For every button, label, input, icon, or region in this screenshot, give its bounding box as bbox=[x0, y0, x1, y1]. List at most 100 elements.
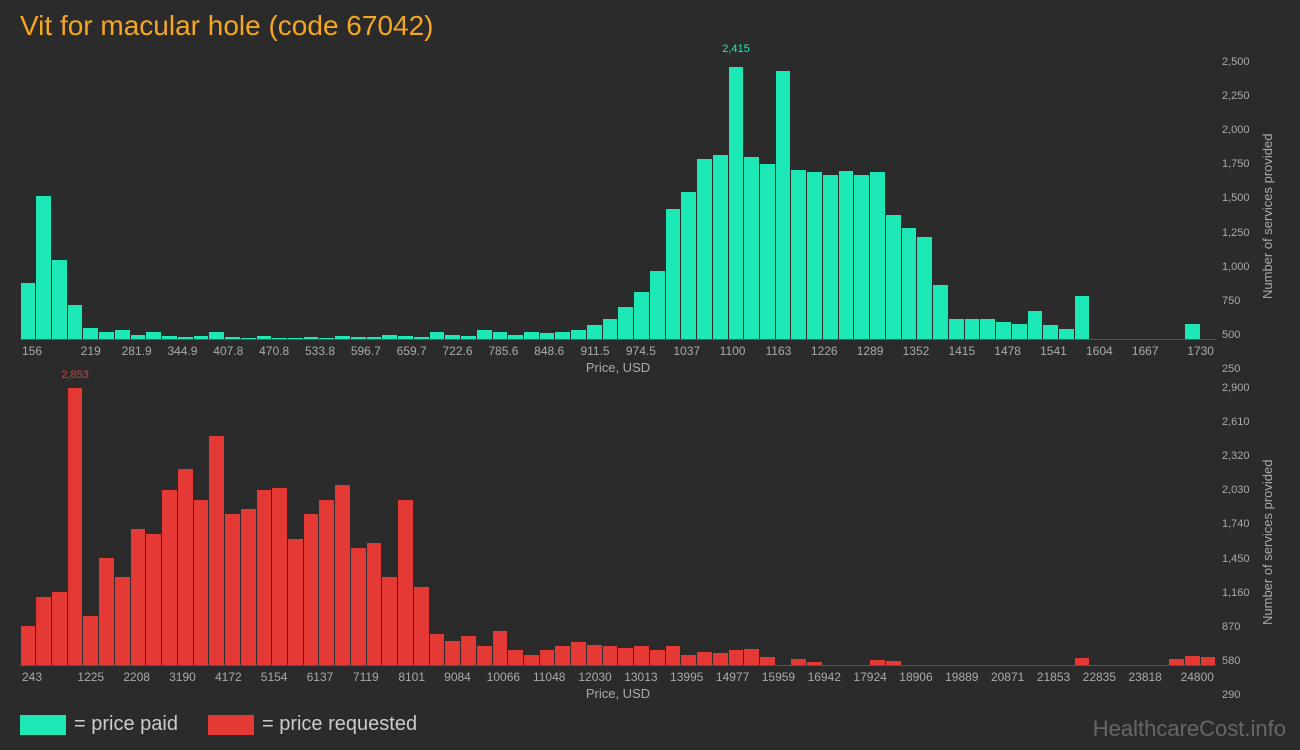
bar bbox=[729, 67, 744, 339]
tick-label: 2,030 bbox=[1222, 485, 1260, 496]
bar bbox=[1185, 324, 1200, 339]
tick-label: 2,250 bbox=[1222, 91, 1260, 102]
tick-label: 2208 bbox=[114, 670, 160, 684]
chart-paid-ylabel: Number of services provided bbox=[1260, 57, 1280, 375]
bar bbox=[870, 172, 885, 339]
tick-label: 20871 bbox=[985, 670, 1031, 684]
tick-label: 3190 bbox=[160, 670, 206, 684]
bar bbox=[1075, 658, 1090, 665]
bar bbox=[304, 337, 319, 339]
bar bbox=[524, 655, 539, 665]
tick-label: 1730 bbox=[1168, 344, 1214, 358]
bar bbox=[319, 500, 334, 665]
bar bbox=[398, 500, 413, 665]
bar bbox=[288, 338, 303, 339]
tick-label: 1478 bbox=[985, 344, 1031, 358]
tick-label: 407.8 bbox=[205, 344, 251, 358]
tick-label: 785.6 bbox=[480, 344, 526, 358]
bar bbox=[319, 338, 334, 339]
tick-label: 750 bbox=[1222, 296, 1260, 307]
bar bbox=[36, 597, 51, 665]
bar bbox=[776, 71, 791, 339]
bar bbox=[241, 509, 256, 665]
bar bbox=[1169, 659, 1184, 665]
chart-requested-xaxis: 2431225220831904172515461377119810190841… bbox=[20, 670, 1216, 684]
tick-label: 1604 bbox=[1076, 344, 1122, 358]
tick-label: 250 bbox=[1222, 364, 1260, 375]
bar bbox=[713, 653, 728, 665]
bar bbox=[854, 175, 869, 339]
bar bbox=[807, 172, 822, 339]
tick-label: 596.7 bbox=[343, 344, 389, 358]
bar bbox=[508, 650, 523, 665]
bar bbox=[335, 336, 350, 339]
bar bbox=[540, 333, 555, 339]
chart-requested-yaxis: 2905808701,1601,4501,7402,0302,3202,6102… bbox=[1216, 383, 1260, 701]
tick-label: 290 bbox=[1222, 690, 1260, 701]
watermark: HealthcareCost.info bbox=[1093, 716, 1286, 742]
legend-paid: = price paid bbox=[20, 713, 178, 736]
tick-label: 1667 bbox=[1122, 344, 1168, 358]
bar bbox=[414, 337, 429, 339]
tick-label: 7119 bbox=[343, 670, 389, 684]
bar bbox=[21, 626, 36, 665]
bar bbox=[68, 388, 83, 665]
bar bbox=[540, 650, 555, 665]
tick-label: 533.8 bbox=[297, 344, 343, 358]
bar bbox=[1043, 325, 1058, 339]
bar bbox=[288, 539, 303, 665]
tick-label: 8101 bbox=[389, 670, 435, 684]
bar bbox=[1185, 656, 1200, 665]
bar bbox=[477, 646, 492, 665]
tick-label: 2,500 bbox=[1222, 57, 1260, 68]
bar bbox=[697, 652, 712, 665]
bar bbox=[508, 335, 523, 340]
legend-requested-label: = price requested bbox=[262, 713, 417, 736]
bar bbox=[839, 171, 854, 339]
bar bbox=[571, 330, 586, 339]
tick-label: 13995 bbox=[664, 670, 710, 684]
bar bbox=[902, 228, 917, 339]
bar bbox=[760, 164, 775, 339]
bar bbox=[178, 337, 193, 339]
page-title: Vit for macular hole (code 67042) bbox=[20, 10, 1280, 42]
bar bbox=[933, 285, 948, 339]
bar bbox=[555, 646, 570, 665]
tick-label: 12030 bbox=[572, 670, 618, 684]
tick-label: 1,450 bbox=[1222, 554, 1260, 565]
tick-label: 2,610 bbox=[1222, 417, 1260, 428]
chart-paid: 2,415 156219281.9344.9407.8470.8533.8596… bbox=[20, 57, 1280, 375]
tick-label: 4172 bbox=[205, 670, 251, 684]
bar bbox=[744, 649, 759, 665]
bar bbox=[618, 307, 633, 339]
bar bbox=[461, 336, 476, 339]
chart-paid-xaxis: 156219281.9344.9407.8470.8533.8596.7659.… bbox=[20, 344, 1216, 358]
bar bbox=[650, 271, 665, 339]
bar bbox=[162, 336, 177, 339]
tick-label: 911.5 bbox=[572, 344, 618, 358]
tick-label: 2,900 bbox=[1222, 383, 1260, 394]
tick-label: 848.6 bbox=[526, 344, 572, 358]
bar bbox=[917, 237, 932, 339]
tick-label: 1,000 bbox=[1222, 262, 1260, 273]
chart-paid-plot: 2,415 bbox=[20, 57, 1216, 340]
bar bbox=[209, 436, 224, 665]
tick-label: 11048 bbox=[526, 670, 572, 684]
bar bbox=[178, 469, 193, 665]
legend-paid-swatch bbox=[20, 715, 66, 735]
bar bbox=[1059, 329, 1074, 339]
tick-label: 1,250 bbox=[1222, 228, 1260, 239]
bar bbox=[744, 157, 759, 339]
bar bbox=[382, 577, 397, 665]
bar bbox=[713, 155, 728, 339]
chart-paid-peak-label: 2,415 bbox=[722, 43, 750, 55]
tick-label: 659.7 bbox=[389, 344, 435, 358]
bar bbox=[335, 485, 350, 665]
bar bbox=[83, 328, 98, 339]
bar bbox=[194, 500, 209, 665]
tick-label: 24800 bbox=[1168, 670, 1214, 684]
tick-label: 470.8 bbox=[251, 344, 297, 358]
legend-paid-label: = price paid bbox=[74, 713, 178, 736]
bar bbox=[131, 529, 146, 665]
bar bbox=[194, 336, 209, 339]
